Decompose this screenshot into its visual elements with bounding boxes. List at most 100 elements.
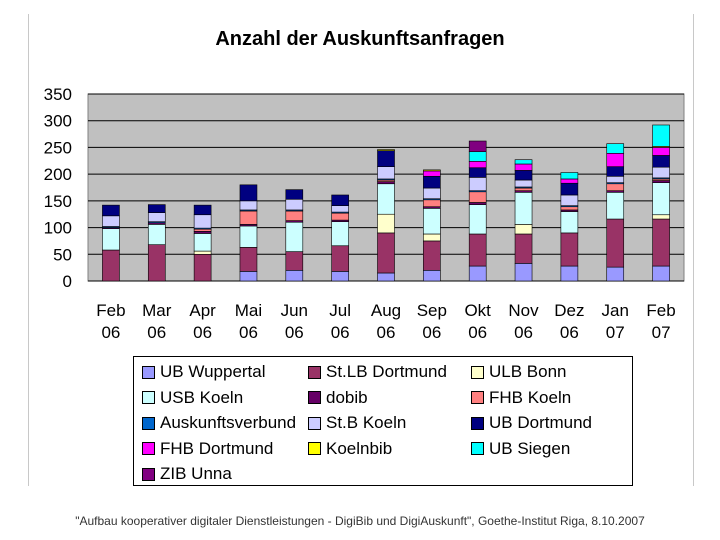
bar-segment (514, 163, 533, 171)
bar-segment (468, 204, 487, 235)
chart: 350 300 250 200 150 100 50 0 Feb 06 Mar 06 Apr 06 Mai… (44, 85, 685, 342)
bar-segment (285, 270, 304, 282)
x-tick-label: 06 (560, 323, 579, 342)
legend-item: ULB Bonn (471, 361, 567, 383)
bar-segment (239, 225, 258, 248)
bar-segment (468, 167, 487, 178)
bar-segment (468, 191, 487, 203)
bar-segment (560, 206, 579, 211)
x-tick-label: 06 (239, 323, 258, 342)
bar-segment (377, 272, 395, 282)
bar-segment (102, 204, 120, 217)
x-tick-label: 06 (285, 323, 304, 342)
bar-segment (193, 250, 212, 255)
legend-label: Koelnbib (326, 438, 393, 458)
bar-segment (606, 183, 625, 192)
bar-segment (606, 175, 625, 183)
bar-segment (147, 224, 166, 245)
x-tick-label: Aug (371, 301, 401, 320)
legend-label: FHB Koeln (489, 387, 572, 407)
legend-swatch (471, 416, 484, 430)
x-tick-label: 06 (331, 323, 350, 342)
x-tick-label: 07 (606, 323, 625, 342)
y-axis-ticks: 350 300 250 200 150 100 50 0 (44, 85, 72, 291)
bar-segment (514, 159, 533, 165)
bar-segment (331, 205, 349, 213)
bar-segment (331, 212, 349, 221)
bar-segment (652, 166, 670, 179)
x-tick-label: Jun (281, 301, 308, 320)
bar-segment (468, 202, 487, 205)
bar-segment (377, 183, 395, 215)
bar-segment (423, 170, 441, 177)
legend-swatch (308, 416, 321, 430)
x-tick-label: Dez (554, 301, 584, 320)
y-tick-label: 200 (44, 165, 72, 184)
bar-segment (147, 212, 166, 222)
bar-segment (652, 265, 670, 282)
y-tick-label: 300 (44, 112, 72, 131)
bar-segment (239, 271, 258, 282)
legend-label: ZIB Unna (160, 464, 232, 483)
bar-segment (331, 221, 349, 247)
bar-segment (652, 180, 670, 183)
bar-segment (468, 151, 487, 162)
bar-segment (239, 184, 258, 202)
bar-segment (468, 161, 487, 169)
bar-segment (377, 181, 395, 185)
bar-segment (606, 192, 625, 220)
x-tick-label: 06 (377, 323, 396, 342)
bars (102, 124, 670, 282)
x-tick-label: Feb (96, 301, 125, 320)
legend-item: Auskunftsverbund (142, 412, 296, 434)
bar-segment (193, 204, 212, 216)
bar-segment (331, 245, 349, 272)
legend-swatch (471, 365, 484, 379)
legend-item: St.LB Dortmund (308, 361, 447, 383)
legend-swatch (471, 391, 484, 404)
x-tick-label: Feb (646, 301, 675, 320)
x-tick-label: 06 (101, 323, 120, 342)
x-tick-label: Okt (464, 301, 491, 320)
legend-item: FHB Koeln (471, 387, 571, 409)
legend-swatch (142, 467, 155, 481)
bar-segment (514, 263, 533, 282)
bar-segment (514, 192, 533, 225)
x-tick-label: Jan (602, 301, 629, 320)
bar-segment (331, 194, 349, 206)
bar-segment (560, 194, 579, 206)
bar-segment (377, 166, 395, 180)
legend-swatch (142, 442, 155, 455)
bar-segment (377, 213, 395, 234)
legend-swatch (308, 391, 321, 404)
bar-segment (285, 198, 304, 211)
bar-segment (193, 253, 212, 282)
x-tick-label: Jul (329, 301, 351, 320)
x-tick-label: 06 (193, 323, 212, 342)
bar-segment (606, 266, 625, 282)
legend-item: UB Siegen (471, 438, 570, 460)
legend-item: FHB Dortmund (142, 438, 273, 460)
bar-segment (652, 124, 670, 147)
y-tick-label: 0 (63, 272, 72, 291)
legend-item: dobib (308, 387, 368, 409)
legend-swatch (142, 391, 155, 404)
bar-segment (423, 208, 441, 235)
bar-segment (102, 215, 120, 227)
bar-segment (423, 233, 441, 242)
legend-label: UB Siegen (489, 438, 571, 458)
x-tick-label: Mai (235, 301, 262, 320)
legend: UB Wuppertal St.LB Dortmund ULB Bonn USB Ko… (133, 356, 633, 486)
legend-label: Auskunftsverbund (160, 413, 297, 432)
x-tick-label: Sep (417, 301, 447, 320)
y-tick-label: 100 (44, 219, 72, 238)
legend-swatch (308, 442, 321, 455)
legend-label: ULB Bonn (489, 362, 567, 381)
bar-segment (652, 155, 670, 168)
legend-item: St.B Koeln (308, 412, 406, 434)
legend-item: USB Koeln (142, 387, 243, 409)
bar-segment (514, 187, 533, 192)
bar-segment (606, 218, 625, 268)
bar-segment (560, 232, 579, 267)
legend-label: UB Dortmund (489, 413, 592, 432)
